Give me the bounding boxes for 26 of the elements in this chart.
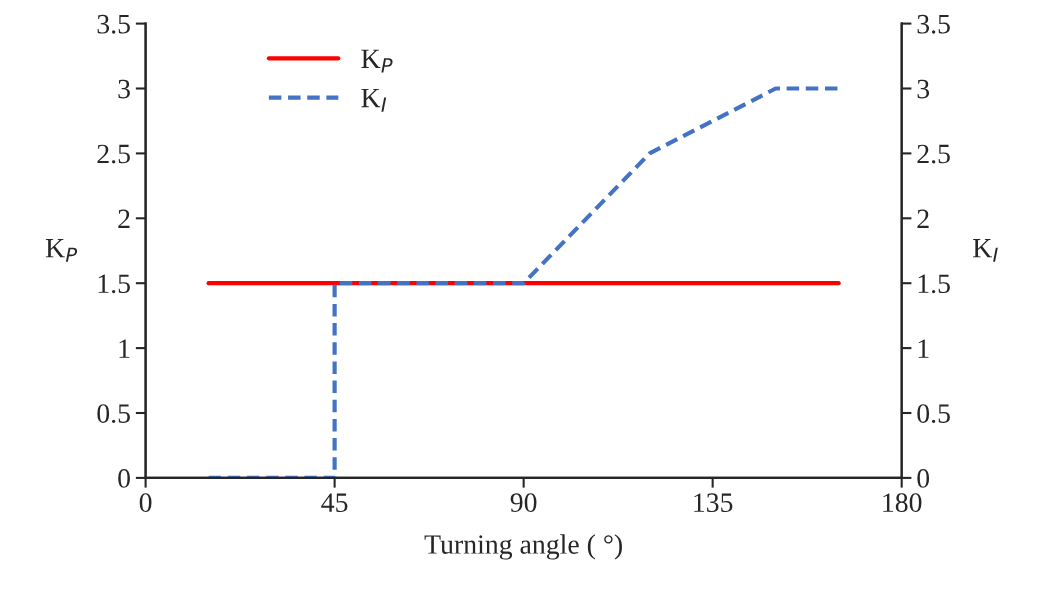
y-tick-label: 3.5 [97,14,130,34]
y2-tick-label: 1 [918,339,929,358]
y2-tick-label: 3.5 [917,14,950,34]
y2-tick-label: 2.5 [917,144,950,164]
y2-tick-label: 1.5 [918,274,950,294]
x-tick-label: 90 [510,493,537,513]
x-tick-label: 180 [883,493,922,513]
x-tick-label: 135 [694,493,733,513]
y-tick-label: 2 [118,209,130,228]
y2-tick-label: 0 [917,469,930,488]
legend-label: K$_{I}$ [361,88,387,112]
legend-label: K$_{P}$ [361,49,393,73]
y2-tick-label: 3 [917,79,930,99]
y2-tick-label: 0.5 [917,404,950,424]
y-tick-label: 2.5 [97,144,130,164]
y-tick-label: 0.5 [97,404,130,424]
y2-tick-label: 2 [917,209,929,228]
y-tick-label: 0 [118,469,130,488]
y-tick-label: 1.5 [98,274,130,294]
y-tick-label: 3 [118,79,130,99]
x-tick-label: 45 [321,493,348,513]
y2-axis-title: K$_{I}$ [973,239,998,262]
x-axis-title: Turning angle ( °) [424,534,622,560]
y-tick-label: 1 [119,339,130,358]
y-axis-title: K$_{P}$ [45,239,78,262]
x-tick-label: 0 [139,493,152,513]
